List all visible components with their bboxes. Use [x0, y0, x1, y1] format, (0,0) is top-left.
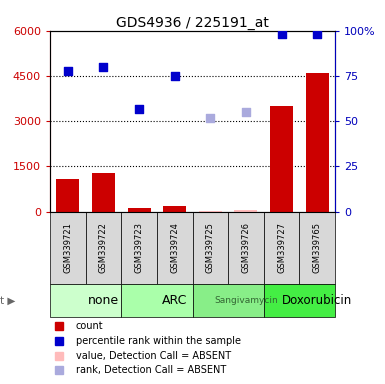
Text: ARC: ARC — [162, 294, 187, 307]
Text: value, Detection Call = ABSENT: value, Detection Call = ABSENT — [76, 351, 231, 361]
Point — [100, 64, 107, 70]
Bar — [264, 284, 335, 317]
Text: GSM339727: GSM339727 — [277, 222, 286, 273]
Point — [278, 31, 285, 37]
Title: GDS4936 / 225191_at: GDS4936 / 225191_at — [116, 16, 269, 30]
Bar — [127, 208, 151, 212]
Point — [136, 106, 142, 112]
Text: none: none — [88, 294, 119, 307]
Bar — [192, 284, 264, 317]
Bar — [121, 212, 157, 284]
Bar — [50, 212, 85, 284]
Bar — [199, 211, 222, 212]
Text: Doxorubicin: Doxorubicin — [282, 294, 352, 307]
Bar — [85, 212, 121, 284]
Point — [243, 109, 249, 115]
Bar — [234, 210, 258, 212]
Text: GSM339724: GSM339724 — [170, 222, 179, 273]
Text: percentile rank within the sample: percentile rank within the sample — [76, 336, 241, 346]
Bar — [192, 212, 228, 284]
Bar — [264, 212, 300, 284]
Bar — [163, 206, 186, 212]
Text: GSM339726: GSM339726 — [241, 222, 250, 273]
Bar — [306, 73, 329, 212]
Text: Sangivamycin: Sangivamycin — [214, 296, 278, 305]
Point — [207, 114, 213, 121]
Bar — [92, 172, 115, 212]
Text: rank, Detection Call = ABSENT: rank, Detection Call = ABSENT — [76, 366, 226, 376]
Text: GSM339765: GSM339765 — [313, 222, 321, 273]
Bar — [121, 284, 192, 317]
Bar — [270, 106, 293, 212]
Bar — [157, 212, 192, 284]
Text: count: count — [76, 321, 103, 331]
Point — [65, 68, 71, 74]
Bar — [300, 212, 335, 284]
Text: GSM339723: GSM339723 — [135, 222, 144, 273]
Text: agent ▶: agent ▶ — [0, 296, 16, 306]
Text: GSM339721: GSM339721 — [64, 222, 72, 273]
Bar — [50, 284, 121, 317]
Text: GSM339725: GSM339725 — [206, 222, 215, 273]
Text: GSM339722: GSM339722 — [99, 222, 108, 273]
Point — [172, 73, 178, 79]
Bar — [56, 179, 79, 212]
Bar — [228, 212, 264, 284]
Point — [314, 31, 320, 37]
